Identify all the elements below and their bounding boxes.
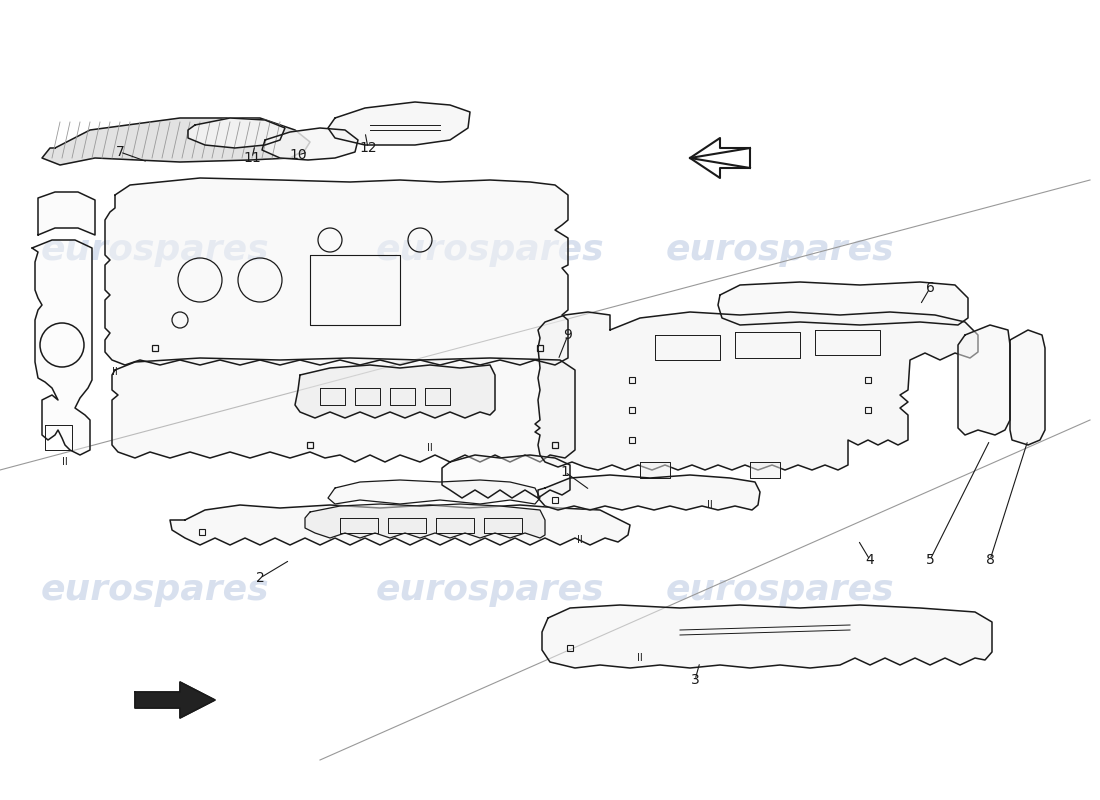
- Polygon shape: [328, 480, 540, 504]
- Text: 11: 11: [243, 151, 261, 165]
- Text: eurospares: eurospares: [376, 573, 604, 607]
- Polygon shape: [188, 118, 285, 148]
- Text: II: II: [62, 457, 68, 467]
- Polygon shape: [718, 282, 968, 325]
- Text: II: II: [637, 653, 642, 663]
- Polygon shape: [535, 312, 978, 470]
- Polygon shape: [42, 118, 310, 165]
- Text: 8: 8: [986, 553, 994, 567]
- Text: eurospares: eurospares: [41, 573, 270, 607]
- Text: 1: 1: [561, 465, 570, 479]
- Text: 4: 4: [866, 553, 874, 567]
- Text: 9: 9: [563, 328, 572, 342]
- Polygon shape: [295, 365, 495, 418]
- Polygon shape: [305, 504, 544, 538]
- Text: eurospares: eurospares: [666, 233, 894, 267]
- Polygon shape: [690, 138, 750, 178]
- Text: 12: 12: [360, 141, 377, 155]
- Text: 3: 3: [691, 673, 700, 687]
- Polygon shape: [538, 475, 760, 510]
- Text: 6: 6: [925, 281, 934, 295]
- Text: 10: 10: [289, 148, 307, 162]
- Text: II: II: [578, 535, 583, 545]
- Text: 2: 2: [255, 571, 264, 585]
- Polygon shape: [328, 102, 470, 145]
- Polygon shape: [170, 505, 630, 545]
- Polygon shape: [958, 325, 1010, 435]
- Polygon shape: [750, 462, 780, 478]
- Text: eurospares: eurospares: [666, 573, 894, 607]
- Polygon shape: [442, 455, 570, 498]
- Polygon shape: [135, 682, 214, 718]
- Text: II: II: [112, 367, 118, 377]
- Polygon shape: [39, 192, 95, 235]
- Text: 5: 5: [925, 553, 934, 567]
- Polygon shape: [640, 462, 670, 478]
- Text: II: II: [707, 500, 713, 510]
- Polygon shape: [1010, 330, 1045, 445]
- Text: eurospares: eurospares: [376, 233, 604, 267]
- Polygon shape: [112, 358, 575, 462]
- Polygon shape: [262, 128, 358, 160]
- Text: 7: 7: [116, 145, 124, 159]
- Polygon shape: [542, 605, 992, 668]
- Polygon shape: [32, 240, 92, 455]
- Text: eurospares: eurospares: [41, 233, 270, 267]
- Polygon shape: [104, 178, 568, 365]
- Text: II: II: [427, 443, 433, 453]
